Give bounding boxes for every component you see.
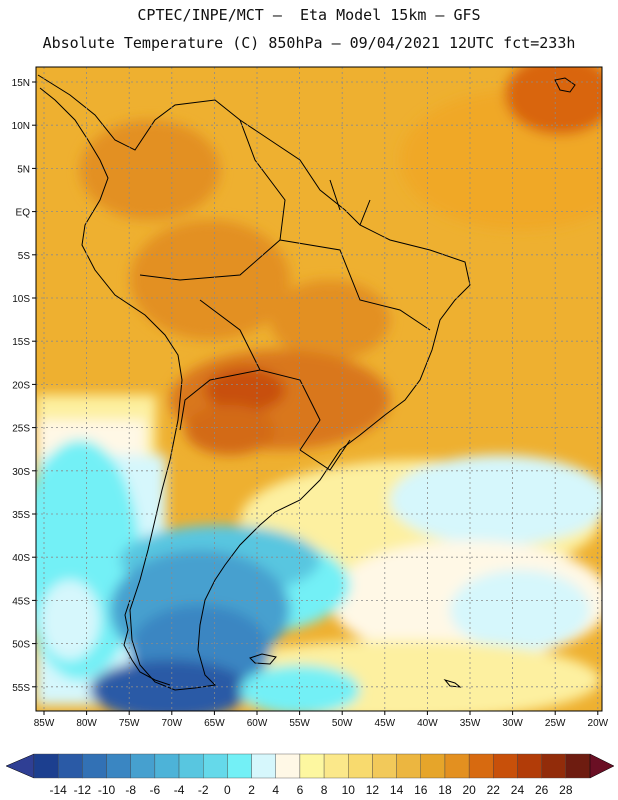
colorbar-swatch	[565, 753, 591, 779]
colorbar-swatch	[468, 753, 494, 779]
colorbar-label: 8	[321, 783, 328, 797]
longitude-labels: 85W 80W 75W 70W 65W 60W 55W 50W 45W 40W 35W 30W 25W 2…	[34, 711, 609, 729]
lat-label: 15N	[12, 78, 30, 89]
colorbar-label: -12	[74, 783, 92, 797]
lon-label: 65W	[204, 718, 225, 729]
lat-label: EQ	[16, 208, 31, 219]
colorbar-label: 16	[414, 783, 428, 797]
lon-label: 25W	[545, 718, 566, 729]
colorbar-label: -14	[50, 783, 68, 797]
colorbar-swatch	[299, 753, 325, 779]
lat-label: 45S	[12, 596, 30, 607]
lon-label: 85W	[34, 718, 55, 729]
lon-label: 75W	[119, 718, 140, 729]
colorbar-label: 14	[390, 783, 404, 797]
colorbar-max-arrow	[589, 753, 615, 779]
lat-label: 25S	[12, 424, 30, 435]
colorbar-label: 6	[297, 783, 304, 797]
lat-label: 30S	[12, 467, 30, 478]
colorbar-label: 24	[511, 783, 525, 797]
colorbar-swatch	[154, 753, 180, 779]
lon-label: 80W	[76, 718, 97, 729]
colorbar-label: 18	[438, 783, 452, 797]
colorbar-swatch	[130, 753, 156, 779]
map-title-line-1: CPTEC/INPE/MCT – Eta Model 15km – GFS	[137, 6, 481, 24]
lat-label: 20S	[12, 380, 30, 391]
lon-label: 55W	[289, 718, 310, 729]
colorbar-label: 12	[366, 783, 380, 797]
colorbar-swatch	[57, 753, 83, 779]
lat-label: 10N	[12, 121, 30, 132]
colorbar-label: 26	[535, 783, 549, 797]
colorbar-swatch	[348, 753, 373, 779]
colorbar-swatch	[541, 753, 567, 779]
lat-label: 50S	[12, 640, 30, 651]
colorbar-swatch	[420, 753, 446, 779]
temperature-field	[36, 67, 602, 711]
colorbar-swatch	[178, 753, 204, 779]
colorbar-label: 22	[487, 783, 501, 797]
falklands-outline	[249, 653, 277, 665]
lon-label: 60W	[247, 718, 268, 729]
colorbar-label: -2	[198, 783, 209, 797]
colorbar-swatch	[396, 753, 421, 779]
colorbar-label: 10	[342, 783, 356, 797]
colorbar-label: -4	[174, 783, 185, 797]
lat-label: 15S	[12, 337, 30, 348]
south-america-outline	[37, 74, 471, 691]
lon-label: 50W	[332, 718, 353, 729]
colorbar-swatch	[106, 753, 131, 779]
patagonia-islands	[123, 599, 171, 686]
lon-label: 30W	[502, 718, 523, 729]
colorbar-swatch	[372, 753, 397, 779]
map-title-line-2: Absolute Temperature (C) 850hPa – 09/04/…	[42, 34, 576, 52]
colorbar-label: -10	[98, 783, 116, 797]
latitude-labels: 15N 10N 5N EQ 5S 10S 15S 20S 25S 30S 35S 40S 45S 50S 5…	[12, 78, 36, 694]
lat-label: 5N	[17, 164, 30, 175]
colorbar-label: 20	[462, 783, 476, 797]
colorbar-min-arrow	[5, 753, 35, 779]
lat-label: 35S	[12, 510, 30, 521]
lon-label: 45W	[375, 718, 396, 729]
gridlines	[36, 67, 602, 711]
lon-label: 40W	[417, 718, 438, 729]
lat-label: 5S	[18, 251, 31, 262]
lon-label: 35W	[460, 718, 481, 729]
isla-estado-outline	[443, 679, 462, 688]
colorbar-swatch	[517, 753, 542, 779]
colorbar-swatch	[444, 753, 470, 779]
lat-label: 10S	[12, 294, 30, 305]
colorbar-label: 4	[272, 783, 279, 797]
lon-label: 70W	[162, 718, 183, 729]
lon-label: 20W	[588, 718, 609, 729]
country-borders	[139, 119, 431, 471]
lat-label: 40S	[12, 553, 30, 564]
colorbar-swatch	[275, 753, 301, 779]
colorbar-swatch	[203, 753, 228, 779]
colorbar-label: -6	[150, 783, 161, 797]
colorbar-swatch	[323, 753, 349, 779]
colorbar-label: 28	[559, 783, 573, 797]
coastline	[37, 74, 576, 691]
colorbar-swatch	[82, 753, 107, 779]
lat-label: 55S	[12, 683, 30, 694]
colorbar-swatch	[493, 753, 518, 779]
colorbar: -14 -12 -10 -8 -6 -4 -2 0 2 4 6 8 10 12 14 16 18 20 22 24 26…	[5, 753, 615, 797]
colorbar-label: 2	[248, 783, 255, 797]
colorbar-label: 0	[224, 783, 231, 797]
colorbar-swatch	[227, 753, 252, 779]
colorbar-swatch	[33, 753, 59, 779]
map-frame	[35, 66, 603, 712]
colorbar-label: -8	[125, 783, 136, 797]
colorbar-swatch	[251, 753, 276, 779]
caribbean-islands	[554, 77, 576, 93]
